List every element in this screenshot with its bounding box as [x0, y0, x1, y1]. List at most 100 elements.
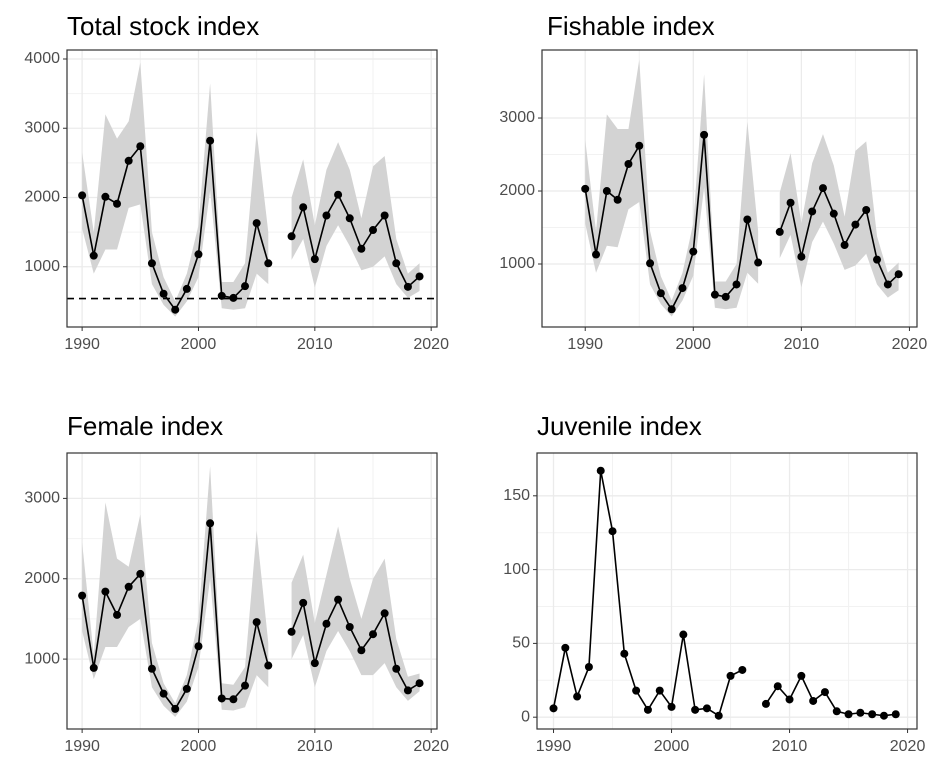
plot-background	[537, 453, 917, 729]
data-point	[206, 519, 215, 528]
data-point	[721, 292, 730, 301]
data-point	[732, 280, 741, 289]
panel-title: Juvenile index	[537, 411, 702, 441]
data-point	[147, 259, 156, 268]
data-point	[380, 609, 389, 618]
data-point	[182, 684, 191, 693]
data-point	[797, 671, 806, 680]
x-tick-label: 2000	[675, 336, 711, 353]
data-point	[403, 282, 412, 291]
data-point	[322, 211, 331, 220]
data-point	[624, 160, 633, 169]
data-point	[667, 305, 676, 314]
data-point	[608, 527, 617, 536]
x-tick-label: 1990	[536, 738, 572, 755]
data-point	[785, 695, 794, 704]
data-point	[743, 215, 752, 224]
data-point	[241, 282, 250, 291]
y-tick-label: 100	[503, 561, 530, 578]
data-point	[78, 591, 87, 600]
x-tick-label: 1990	[64, 738, 100, 755]
data-point	[287, 232, 296, 241]
data-point	[345, 214, 354, 223]
data-point	[710, 290, 719, 299]
data-point	[287, 627, 296, 636]
data-point	[786, 198, 795, 207]
y-tick-label: 150	[503, 487, 530, 504]
data-point	[808, 207, 817, 216]
panel-title: Fishable index	[547, 11, 715, 41]
panel-title: Female index	[67, 411, 223, 441]
data-point	[667, 702, 676, 711]
y-tick-label: 3000	[499, 109, 535, 126]
data-point	[124, 156, 133, 165]
data-point	[241, 681, 250, 690]
data-point	[171, 305, 180, 314]
data-point	[873, 255, 882, 264]
data-point	[229, 695, 238, 704]
data-point	[691, 705, 700, 714]
panel-border	[66, 49, 438, 328]
data-point	[714, 711, 723, 720]
data-point	[851, 220, 860, 229]
data-point	[738, 665, 747, 674]
data-point	[229, 293, 238, 302]
x-tick-label: 2010	[772, 738, 808, 755]
data-point	[264, 661, 273, 670]
data-point	[678, 284, 687, 293]
data-point	[217, 291, 226, 300]
data-point	[561, 643, 570, 652]
y-tick-label: 3000	[24, 119, 60, 136]
data-point	[113, 610, 122, 619]
x-tick-label: 2020	[892, 336, 928, 353]
data-point	[592, 250, 601, 259]
data-point	[643, 705, 652, 714]
data-point	[310, 659, 319, 668]
panel-title: Total stock index	[67, 11, 259, 41]
panel-border	[66, 452, 438, 730]
data-point	[334, 595, 343, 604]
data-point	[679, 630, 688, 639]
data-point	[369, 630, 378, 639]
data-point	[89, 663, 98, 672]
panel-border	[541, 49, 918, 328]
x-tick-label: 1990	[567, 336, 603, 353]
data-point	[809, 696, 818, 705]
data-point	[345, 622, 354, 631]
data-point	[868, 710, 877, 719]
data-point	[147, 664, 156, 673]
data-point	[357, 244, 366, 253]
data-point	[584, 663, 593, 672]
x-tick-label: 2010	[297, 336, 333, 353]
data-point	[700, 130, 709, 139]
y-tick-label: 1000	[24, 258, 60, 275]
data-point	[726, 671, 735, 680]
y-tick-label: 2000	[24, 189, 60, 206]
data-point	[840, 241, 849, 250]
confidence-band	[82, 62, 420, 317]
data-point	[820, 688, 829, 697]
y-tick-label: 50	[512, 635, 530, 652]
y-tick-label: 2000	[24, 570, 60, 587]
y-tick-label: 0	[521, 708, 530, 725]
x-tick-label: 1990	[64, 336, 100, 353]
data-point	[655, 686, 664, 695]
data-point	[549, 704, 558, 713]
data-point	[856, 708, 865, 717]
data-point	[883, 280, 892, 289]
data-point	[635, 141, 644, 150]
data-point	[702, 704, 711, 713]
data-point	[357, 646, 366, 655]
data-point	[656, 289, 665, 298]
data-point	[862, 205, 871, 214]
data-point	[194, 250, 203, 259]
data-point	[206, 136, 215, 145]
data-point	[403, 686, 412, 695]
y-tick-label: 2000	[499, 182, 535, 199]
data-point	[392, 664, 401, 673]
data-point	[252, 618, 261, 627]
y-tick-label: 4000	[24, 50, 60, 67]
data-point	[136, 569, 145, 578]
data-point	[844, 710, 853, 719]
